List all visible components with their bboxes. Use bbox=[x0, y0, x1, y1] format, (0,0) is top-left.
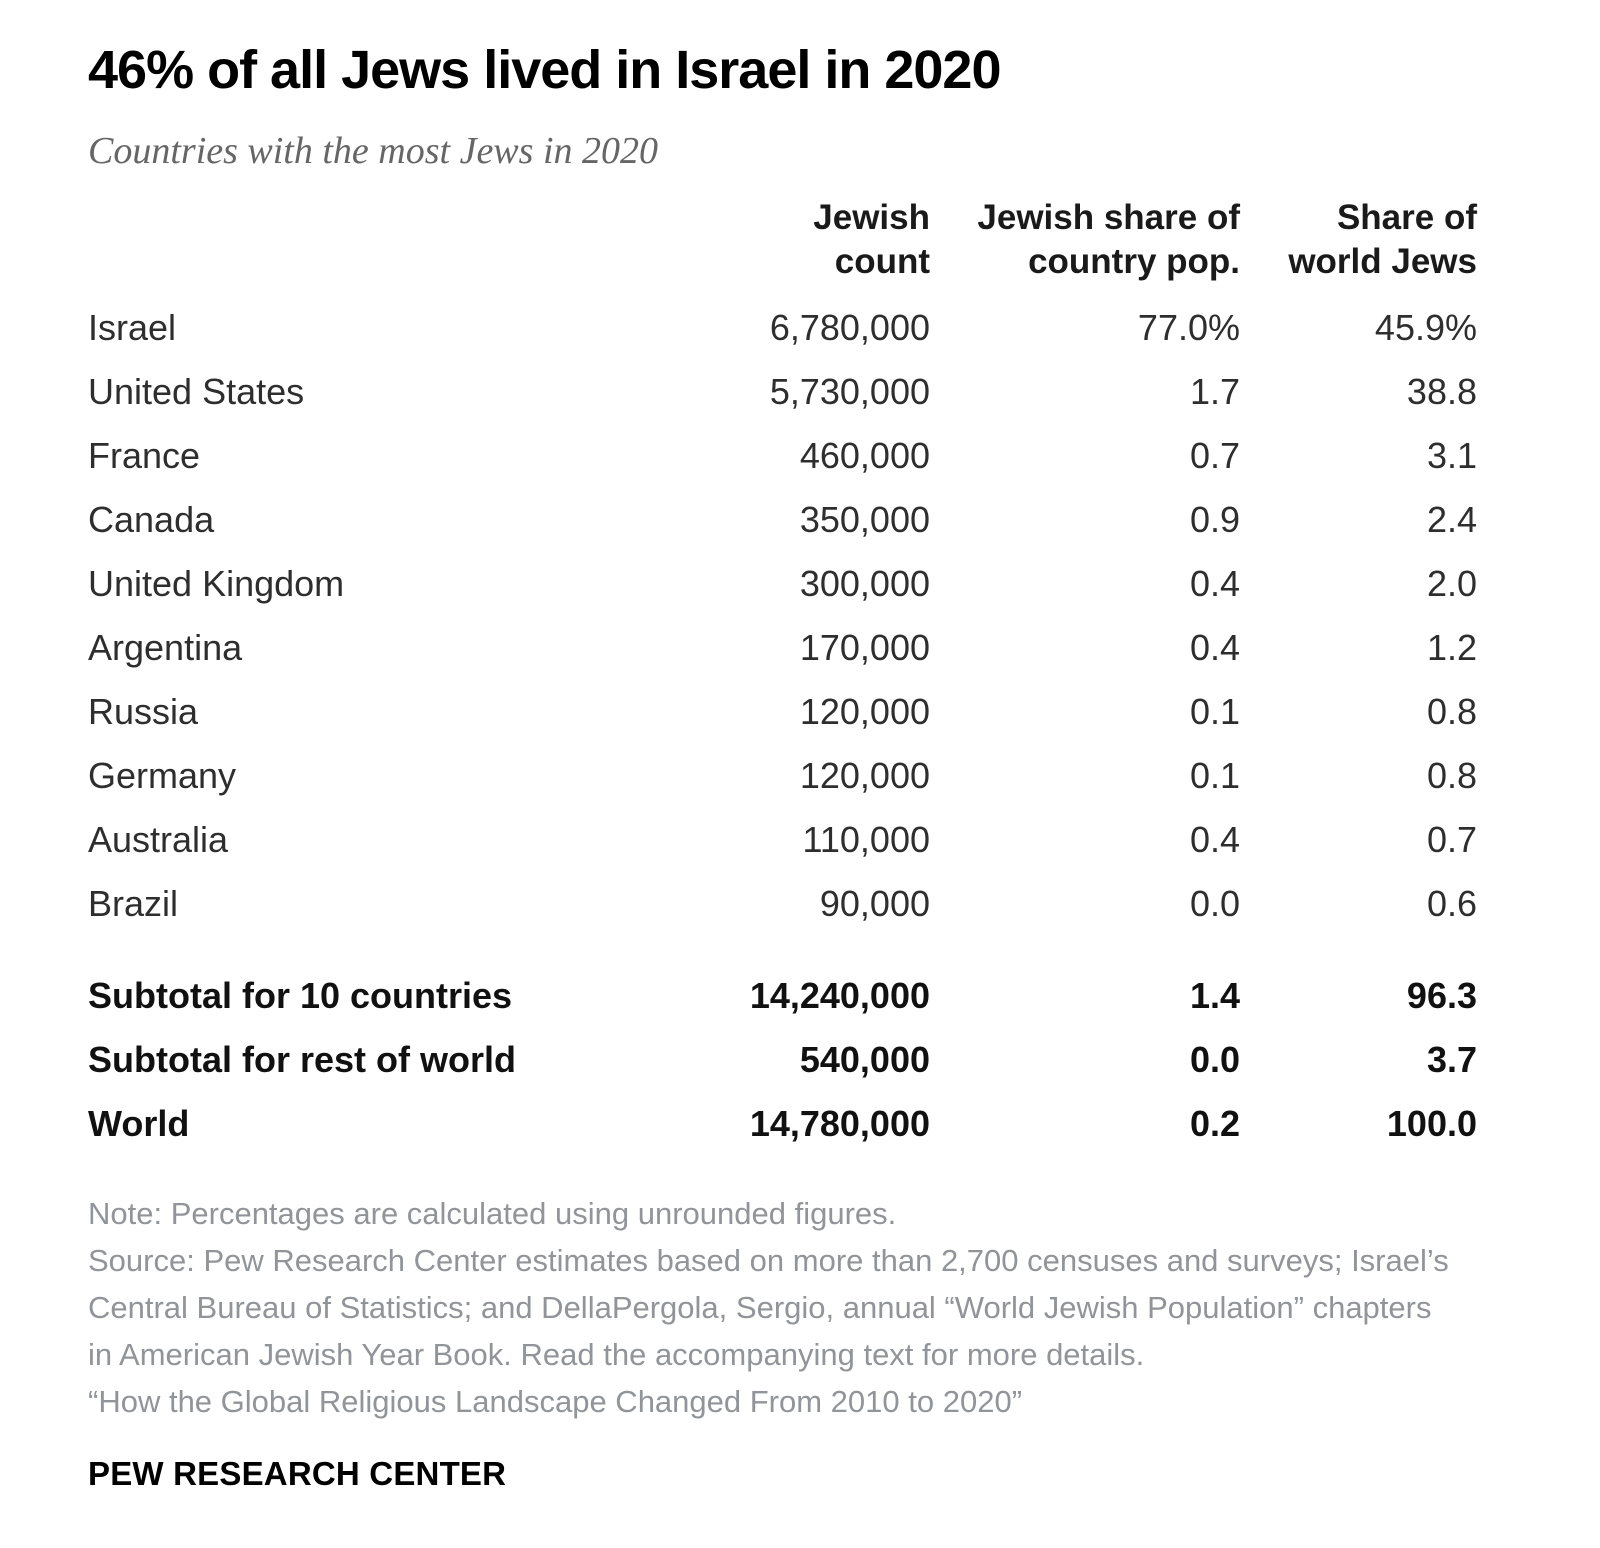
share-country-pop-cell: 0.9 bbox=[1189, 499, 1240, 541]
share-world-jews-cell: 38.8 bbox=[1406, 371, 1477, 413]
table-body: Israel 6,780,000 77.0% 45.9% United States 5,… bbox=[88, 296, 1477, 1156]
col-header-jewish-count: Jewish count bbox=[813, 198, 930, 282]
table-row: Russia 120,000 0.1 0.8 bbox=[88, 680, 1477, 744]
share-country-pop-cell: 0.0 bbox=[1189, 1039, 1240, 1081]
share-country-pop-cell: 1.7 bbox=[1189, 371, 1240, 413]
share-country-pop-cell: 0.4 bbox=[1189, 627, 1240, 669]
table-row: United States 5,730,000 1.7 38.8 bbox=[88, 360, 1477, 424]
share-world-jews-cell: 2.0 bbox=[1426, 563, 1477, 605]
jewish-count-cell: 300,000 bbox=[799, 563, 930, 605]
share-country-pop-cell: 0.7 bbox=[1189, 435, 1240, 477]
jewish-count-cell: 6,780,000 bbox=[769, 307, 930, 349]
table-row: Australia 110,000 0.4 0.7 bbox=[88, 808, 1477, 872]
country-cell: Argentina bbox=[88, 627, 243, 669]
share-country-pop-cell: 0.1 bbox=[1189, 755, 1240, 797]
country-cell: United Kingdom bbox=[88, 563, 345, 605]
jewish-count-cell: 120,000 bbox=[799, 691, 930, 733]
share-country-pop-cell: 0.4 bbox=[1189, 563, 1240, 605]
share-world-jews-cell: 0.6 bbox=[1426, 883, 1477, 925]
country-cell: Australia bbox=[88, 819, 229, 861]
share-country-pop-cell: 1.4 bbox=[1189, 975, 1240, 1017]
jewish-count-cell: 90,000 bbox=[819, 883, 930, 925]
table-row: Germany 120,000 0.1 0.8 bbox=[88, 744, 1477, 808]
citation-text: “How the Global Religious Landscape Chan… bbox=[88, 1384, 1023, 1420]
share-world-jews-cell: 0.8 bbox=[1426, 755, 1477, 797]
page-title: 46% of all Jews lived in Israel in 2020 bbox=[88, 40, 1002, 100]
share-country-pop-cell: 0.4 bbox=[1189, 819, 1240, 861]
jewish-count-cell: 460,000 bbox=[799, 435, 930, 477]
table-row: Brazil 90,000 0.0 0.6 bbox=[88, 872, 1477, 936]
country-cell: Germany bbox=[88, 755, 237, 797]
share-country-pop-cell: 0.2 bbox=[1189, 1103, 1240, 1145]
share-world-jews-cell: 2.4 bbox=[1426, 499, 1477, 541]
share-world-jews-cell: 1.2 bbox=[1426, 627, 1477, 669]
share-world-jews-cell: 3.7 bbox=[1426, 1039, 1477, 1081]
footnotes: Note: Percentages are calculated using u… bbox=[88, 1190, 1458, 1425]
jewish-count-cell: 110,000 bbox=[802, 819, 930, 861]
share-country-pop-cell: 0.1 bbox=[1189, 691, 1240, 733]
note-text: Note: Percentages are calculated using u… bbox=[88, 1196, 897, 1232]
share-world-jews-cell: 0.8 bbox=[1426, 691, 1477, 733]
share-world-jews-cell: 96.3 bbox=[1406, 975, 1477, 1017]
jewish-count-cell: 170,000 bbox=[799, 627, 930, 669]
summary-row: Subtotal for rest of world 540,000 0.0 3.7 bbox=[88, 1028, 1477, 1092]
summary-label-cell: Subtotal for rest of world bbox=[88, 1039, 516, 1081]
table-row: Canada 350,000 0.9 2.4 bbox=[88, 488, 1477, 552]
country-cell: Israel bbox=[88, 307, 177, 349]
country-cell: France bbox=[88, 435, 201, 477]
source-text: Source: Pew Research Center estimates ba… bbox=[88, 1243, 1449, 1373]
country-cell: United States bbox=[88, 371, 305, 413]
country-cell: Russia bbox=[88, 691, 199, 733]
col-header-share-world-jews: Share of world Jews bbox=[1288, 198, 1477, 282]
jewish-count-cell: 540,000 bbox=[799, 1039, 930, 1081]
share-world-jews-cell: 3.1 bbox=[1426, 435, 1477, 477]
table-header: Jewish count Jewish share of country pop… bbox=[88, 196, 1477, 296]
jewish-count-cell: 14,240,000 bbox=[749, 975, 930, 1017]
share-country-pop-cell: 0.0 bbox=[1189, 883, 1240, 925]
jewish-count-cell: 350,000 bbox=[799, 499, 930, 541]
share-world-jews-cell: 100.0 bbox=[1386, 1103, 1477, 1145]
share-world-jews-cell: 0.7 bbox=[1426, 819, 1477, 861]
jewish-count-cell: 5,730,000 bbox=[769, 371, 930, 413]
share-country-pop-cell: 77.0% bbox=[1137, 307, 1240, 349]
summary-row: Subtotal for 10 countries 14,240,000 1.4 96… bbox=[88, 936, 1477, 1028]
summary-row: World 14,780,000 0.2 100.0 bbox=[88, 1092, 1477, 1156]
col-header-country bbox=[88, 196, 588, 296]
table-row: Argentina 170,000 0.4 1.2 bbox=[88, 616, 1477, 680]
summary-label-cell: World bbox=[88, 1103, 190, 1145]
table-row: United Kingdom 300,000 0.4 2.0 bbox=[88, 552, 1477, 616]
summary-label-cell: Subtotal for 10 countries bbox=[88, 975, 513, 1017]
share-world-jews-cell: 45.9% bbox=[1374, 307, 1477, 349]
col-header-share-country-pop: Jewish share of country pop. bbox=[977, 198, 1240, 282]
country-cell: Brazil bbox=[88, 883, 179, 925]
header-row: Jewish count Jewish share of country pop… bbox=[88, 196, 1477, 296]
pew-research-center-wordmark: PEW RESEARCH CENTER bbox=[88, 1455, 507, 1493]
country-cell: Canada bbox=[88, 499, 215, 541]
jewish-count-cell: 120,000 bbox=[799, 755, 930, 797]
table-row: France 460,000 0.7 3.1 bbox=[88, 424, 1477, 488]
jewish-count-cell: 14,780,000 bbox=[749, 1103, 930, 1145]
page-subtitle: Countries with the most Jews in 2020 bbox=[88, 130, 658, 173]
table-row: Israel 6,780,000 77.0% 45.9% bbox=[88, 296, 1477, 360]
data-table: Jewish count Jewish share of country pop… bbox=[88, 196, 1477, 1156]
